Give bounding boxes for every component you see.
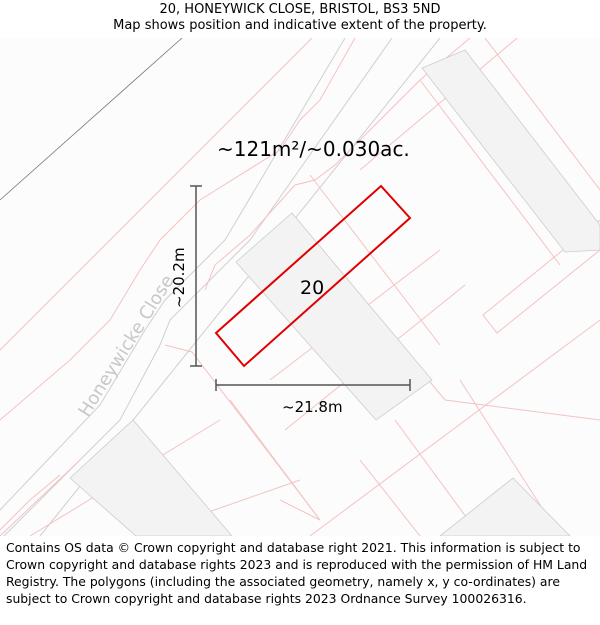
buildings <box>69 49 600 536</box>
road-edge-line <box>0 38 183 201</box>
map-canvas: Honeywicke Close ~20.2m ~21.8m ~121m²/~0… <box>0 38 600 536</box>
street-outline <box>0 38 441 536</box>
width-measure-label: ~21.8m <box>282 398 343 416</box>
copyright-notice: Contains OS data © Crown copyright and d… <box>6 540 588 606</box>
street-name-label: Honeywicke Close <box>74 271 178 420</box>
building-bottom-right <box>439 477 571 536</box>
building-bottom-left <box>69 419 233 536</box>
area-label: ~121m²/~0.030ac. <box>217 137 410 161</box>
height-measure-line <box>190 185 202 367</box>
property-map[interactable]: Honeywicke Close ~20.2m ~21.8m ~121m²/~0… <box>0 38 600 536</box>
property-boundary[interactable] <box>214 184 412 368</box>
map-subtitle: Map shows position and indicative extent… <box>113 18 487 33</box>
plot-number-label: 20 <box>300 277 324 299</box>
width-measure-line <box>215 379 411 391</box>
height-measure-label: ~20.2m <box>170 247 188 308</box>
property-address: 20, HONEYWICK CLOSE, BRISTOL, BS3 5ND <box>159 2 441 17</box>
map-header: 20, HONEYWICK CLOSE, BRISTOL, BS3 5ND Ma… <box>0 0 600 40</box>
building-top-right <box>421 49 600 253</box>
building-center <box>235 212 433 421</box>
